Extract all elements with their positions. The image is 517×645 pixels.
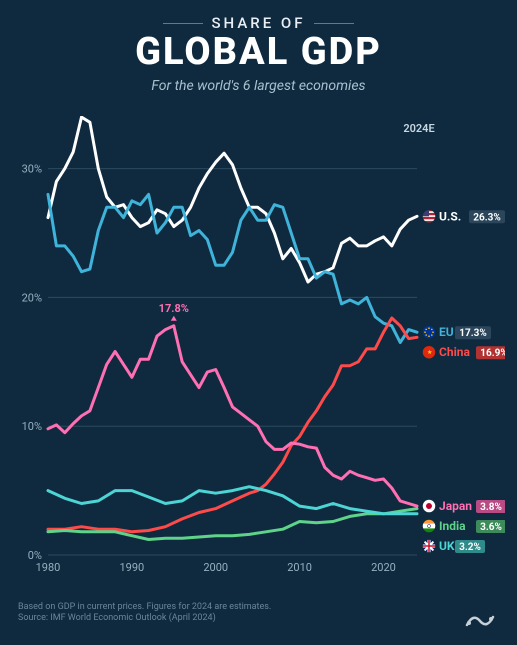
series-india bbox=[48, 509, 417, 540]
subtitle: For the world's 6 largest economies bbox=[0, 78, 517, 94]
svg-text:UK: UK bbox=[439, 539, 455, 553]
svg-text:1990: 1990 bbox=[119, 561, 144, 574]
series-china bbox=[48, 318, 417, 532]
svg-text:3.6%: 3.6% bbox=[480, 522, 502, 533]
svg-text:16.9%: 16.9% bbox=[480, 348, 505, 359]
rule-right bbox=[314, 23, 354, 24]
series-eu bbox=[48, 194, 417, 342]
svg-text:3.8%: 3.8% bbox=[480, 502, 502, 513]
source-logo-icon bbox=[463, 607, 497, 631]
svg-text:U.S.: U.S. bbox=[439, 209, 461, 223]
header: SHARE OF GLOBAL GDP For the world's 6 la… bbox=[0, 0, 517, 94]
svg-text:India: India bbox=[439, 519, 466, 533]
end-label-u.s.: U.S. 26.3% bbox=[422, 209, 505, 223]
series-japan bbox=[48, 326, 417, 506]
plot-area: 0%10%20%30%198019902000201020202024EU.S.… bbox=[12, 116, 505, 581]
svg-text:Japan: Japan bbox=[439, 499, 472, 513]
svg-text:2010: 2010 bbox=[287, 561, 312, 574]
line-chart: 0%10%20%30%198019902000201020202024EU.S.… bbox=[12, 116, 505, 581]
footnote-line-1: Based on GDP in current prices. Figures … bbox=[18, 602, 271, 614]
rule-left bbox=[163, 23, 203, 24]
series-u.s. bbox=[48, 117, 417, 282]
annotation-peak: 17.8% bbox=[159, 302, 189, 315]
svg-text:1980: 1980 bbox=[36, 561, 61, 574]
svg-text:2000: 2000 bbox=[203, 561, 228, 574]
svg-text:2020: 2020 bbox=[371, 561, 396, 574]
svg-text:3.2%: 3.2% bbox=[459, 542, 481, 553]
end-label-japan: Japan 3.8% bbox=[422, 499, 505, 513]
svg-text:★: ★ bbox=[427, 349, 432, 356]
svg-text:17.3%: 17.3% bbox=[459, 328, 487, 339]
svg-text:20%: 20% bbox=[22, 291, 42, 304]
end-label-eu: EU 17.3% bbox=[422, 325, 491, 339]
svg-text:10%: 10% bbox=[22, 420, 42, 433]
footnote-line-2: Source: IMF World Economic Outlook (Apri… bbox=[18, 613, 271, 625]
footnotes: Based on GDP in current prices. Figures … bbox=[18, 602, 271, 625]
svg-text:EU: EU bbox=[439, 325, 454, 339]
svg-text:26.3%: 26.3% bbox=[473, 212, 501, 223]
svg-text:China: China bbox=[439, 345, 470, 359]
chart-page: SHARE OF GLOBAL GDP For the world's 6 la… bbox=[0, 0, 517, 645]
svg-text:2024E: 2024E bbox=[403, 122, 434, 135]
end-label-uk: UK 3.2% bbox=[422, 539, 485, 553]
end-label-china: ★ China 16.9% bbox=[422, 345, 505, 359]
main-title: GLOBAL GDP bbox=[0, 30, 517, 74]
svg-text:30%: 30% bbox=[22, 163, 42, 176]
end-label-india: India 3.6% bbox=[422, 519, 505, 533]
